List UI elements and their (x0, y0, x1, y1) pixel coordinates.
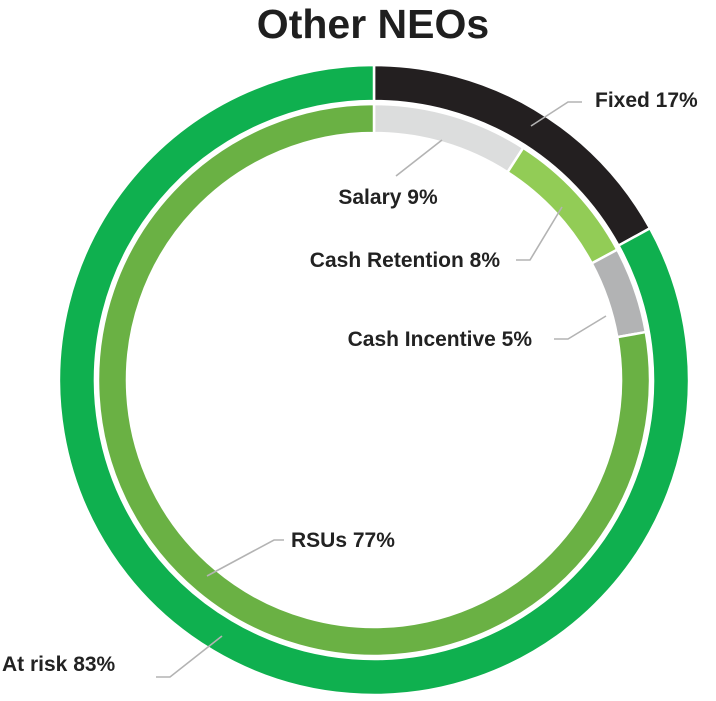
outer-ring (57, 63, 691, 697)
slice-at-risk (57, 63, 691, 697)
leader-line-fixed (530, 101, 582, 127)
inner-ring (96, 102, 652, 658)
leader-line-at-risk (156, 635, 223, 678)
label-fixed: Fixed 17% (595, 89, 698, 112)
leader-line-cash-retention (516, 206, 563, 261)
label-cash-incentive: Cash Incentive 5% (348, 328, 533, 351)
label-salary: Salary 9% (338, 186, 438, 209)
chart-title: Other NEOs (257, 1, 489, 47)
label-cash-retention: Cash Retention 8% (310, 249, 501, 272)
leader-line-cash-incentive (554, 315, 607, 340)
label-rsus: RSUs 77% (291, 529, 395, 552)
slice-rsus (96, 102, 652, 658)
leader-line-salary (395, 139, 443, 177)
leader-line-rsus (206, 539, 284, 577)
label-at-risk: At risk 83% (2, 653, 116, 676)
